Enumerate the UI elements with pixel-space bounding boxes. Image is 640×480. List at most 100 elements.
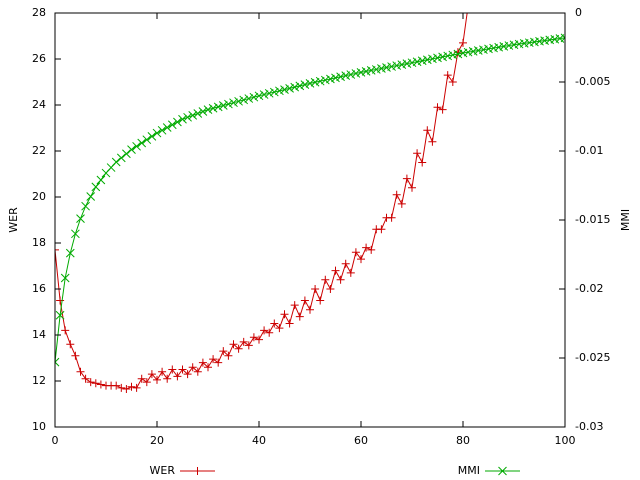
- data-point: [204, 363, 212, 372]
- data-point: [290, 301, 299, 310]
- data-point: [147, 370, 156, 379]
- data-point: [433, 53, 442, 63]
- data-point: [366, 66, 376, 75]
- data-point: [76, 214, 85, 223]
- data-point: [443, 51, 453, 61]
- data-point: [423, 126, 432, 135]
- data-point: [361, 67, 371, 76]
- data-point: [255, 335, 263, 344]
- data-point: [188, 363, 197, 372]
- data-point: [86, 378, 95, 387]
- data-point: [137, 138, 147, 148]
- data-point: [438, 105, 447, 114]
- data-point: [249, 92, 259, 102]
- data-point: [244, 341, 253, 350]
- data-point: [418, 158, 427, 167]
- data-point: [167, 120, 177, 130]
- data-point: [127, 382, 136, 391]
- y2-tick-label: -0.005: [575, 75, 610, 88]
- data-point: [560, 33, 565, 43]
- y-tick-label: 20: [32, 190, 46, 203]
- data-point: [153, 375, 161, 384]
- data-point: [61, 326, 70, 335]
- x-tick-label: 20: [150, 434, 164, 447]
- data-point: [224, 351, 233, 360]
- data-point: [351, 248, 360, 257]
- data-point: [275, 324, 284, 333]
- data-point: [66, 340, 75, 349]
- x-tick-label: 60: [354, 434, 368, 447]
- data-point: [295, 81, 305, 91]
- data-point: [55, 310, 65, 320]
- legend-marker: [193, 467, 202, 475]
- data-point: [209, 355, 218, 364]
- data-point: [193, 109, 203, 118]
- y2-tick-label: -0.025: [575, 351, 610, 364]
- data-point: [377, 225, 386, 234]
- data-point: [387, 62, 396, 71]
- data-point: [402, 174, 411, 183]
- data-point: [265, 328, 274, 337]
- data-point: [91, 182, 101, 192]
- data-point: [453, 49, 463, 59]
- data-point: [193, 367, 202, 376]
- data-point: [351, 69, 361, 78]
- data-point: [408, 183, 416, 192]
- data-point: [127, 145, 136, 154]
- data-point: [422, 55, 432, 65]
- x-tick-label: 0: [52, 434, 59, 447]
- data-point: [132, 383, 141, 392]
- data-point: [81, 201, 90, 211]
- data-point: [341, 71, 351, 81]
- data-point: [218, 101, 228, 110]
- data-point: [173, 372, 182, 381]
- data-point: [295, 312, 304, 321]
- data-point: [280, 85, 289, 94]
- data-point: [428, 54, 437, 64]
- data-point: [321, 275, 330, 284]
- data-point: [397, 60, 407, 69]
- data-point: [111, 157, 121, 167]
- data-point: [316, 296, 325, 305]
- data-point: [326, 285, 335, 293]
- data-point: [448, 78, 457, 86]
- data-point: [331, 266, 340, 275]
- data-point: [448, 50, 458, 60]
- data-point: [96, 380, 105, 389]
- data-point: [81, 374, 90, 383]
- data-point: [412, 57, 422, 67]
- data-point: [152, 128, 162, 138]
- data-point: [183, 112, 192, 122]
- y-tick-label: 14: [32, 328, 46, 341]
- data-point: [91, 379, 100, 388]
- data-point: [387, 213, 396, 222]
- data-point: [300, 80, 310, 89]
- data-point: [178, 365, 187, 374]
- data-point: [229, 98, 238, 108]
- data-point: [311, 285, 320, 293]
- data-point: [158, 367, 167, 376]
- data-point: [260, 326, 269, 335]
- data-point: [183, 370, 192, 379]
- data-point: [239, 337, 248, 346]
- data-point: [392, 190, 401, 199]
- data-point: [459, 38, 467, 47]
- data-point: [219, 347, 228, 356]
- data-point: [336, 275, 345, 284]
- data-point: [96, 175, 106, 185]
- data-point: [320, 75, 330, 85]
- data-point: [178, 114, 187, 124]
- y-tick-label: 12: [32, 374, 46, 387]
- y-tick-label: 16: [32, 282, 46, 295]
- data-point: [326, 74, 335, 84]
- y2-tick-label: 0: [575, 6, 582, 19]
- data-point: [290, 82, 300, 92]
- data-point: [428, 137, 437, 146]
- x-tick-label: 80: [456, 434, 470, 447]
- data-point: [208, 103, 218, 113]
- series-line: [55, 13, 468, 390]
- data-point: [331, 73, 340, 83]
- data-point: [249, 333, 258, 342]
- x-tick-label: 100: [555, 434, 576, 447]
